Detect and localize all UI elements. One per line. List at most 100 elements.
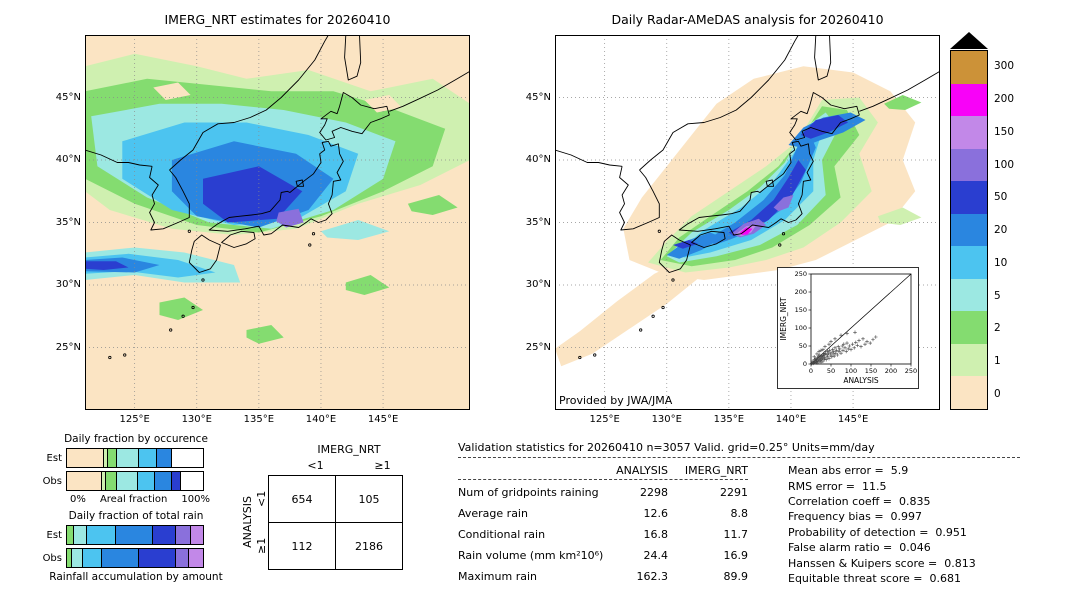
scatter-point (818, 353, 822, 357)
bar-segment (175, 549, 190, 567)
coastline (678, 140, 814, 236)
scatter-point (868, 341, 872, 345)
contingency-col-label: ≥1 (374, 459, 391, 472)
scatter-point (839, 351, 843, 355)
bar-segment (190, 526, 203, 544)
contingency-col-label: <1 (307, 459, 324, 472)
coastline (691, 230, 726, 248)
graticule-grid (85, 35, 470, 410)
score-row: Probability of detection = 0.951 (788, 525, 1020, 540)
table-row: Average rain 12.6 8.8 (458, 503, 748, 524)
island (187, 229, 191, 233)
coastline (639, 35, 799, 171)
bar-segment (73, 526, 88, 544)
lon-tick-label: 130°E (651, 414, 682, 425)
map-frame (555, 35, 940, 410)
coastlines (555, 35, 940, 360)
coastline (789, 92, 860, 141)
island (191, 305, 195, 310)
lat-tick-label: 25°N (525, 341, 551, 353)
coastline (765, 179, 775, 187)
coastline (319, 92, 390, 141)
rain-region (246, 325, 284, 344)
score-label: Frequency bias = (788, 510, 884, 524)
table-row: Num of gridpoints raining 2298 2291 (458, 482, 748, 503)
scatter-point (849, 347, 853, 352)
stacked-bar-obs (66, 471, 204, 491)
lat-tick-label: 35°N (55, 216, 81, 228)
scatter-point (822, 353, 827, 357)
bar-row: Est (40, 525, 232, 545)
stacked-bar-obs (66, 548, 204, 568)
occurrence-title: Daily fraction by occurence (64, 433, 208, 445)
coastline (149, 166, 190, 231)
validation-scatter-inset: 0 50 100 150 200 250 0 50 100 150 200 250 ANALYSIS IM… (777, 267, 919, 389)
rain-region (407, 195, 458, 215)
colorbar-tick-label: 100 (994, 158, 1015, 171)
colorbar-tick-label: 20 (994, 224, 1008, 237)
coastline (619, 166, 660, 231)
bar-segment (67, 526, 74, 544)
totalrain-title: Daily fraction of total rain (68, 510, 204, 522)
col-header-imerg: IMERG_NRT (684, 464, 748, 477)
colorbar (950, 50, 988, 410)
y-tick-label: 100 (795, 324, 807, 332)
island (593, 353, 597, 357)
colorbar-segment (951, 278, 987, 312)
analysis-value: 24.4 (643, 549, 669, 562)
scatter-point (833, 337, 837, 341)
y-tick-label: 150 (795, 306, 807, 314)
rain-region (345, 275, 390, 295)
scatter-point (818, 355, 823, 360)
imerg-precipitation-map (85, 35, 470, 410)
island (311, 232, 316, 236)
scatter-point (827, 342, 831, 346)
scatter-point (824, 357, 828, 362)
lat-tick-label: 40°N (55, 154, 81, 165)
rain-field (85, 53, 470, 344)
rain-region (85, 261, 129, 270)
score-value: 0.835 (899, 494, 931, 508)
map-frame (85, 35, 470, 410)
contingency-cell: 2186 (336, 523, 403, 570)
totalrain-footer: Rainfall accumulation by amount (49, 571, 223, 583)
coastline (188, 234, 221, 273)
scatter-point (854, 340, 858, 345)
score-label: False alarm ratio = (788, 541, 893, 555)
analysis-value: 162.3 (636, 570, 669, 583)
row-label: Rain volume (mm km²10⁶) (458, 549, 604, 562)
rain-region (773, 195, 794, 212)
imerg-value: 11.7 (723, 528, 749, 541)
bar-row: Est (40, 448, 232, 468)
bar-segment (115, 526, 153, 544)
rain-field (555, 66, 922, 367)
scatter-point (850, 342, 855, 346)
bar-segment (189, 549, 203, 567)
bar-segment (139, 549, 176, 567)
colorbar-segment (951, 311, 987, 344)
island (671, 278, 675, 282)
contingency-row-axis-label: ANALYSIS (241, 496, 254, 548)
contingency-grid: 654 105 112 2186 (268, 475, 403, 570)
island (169, 328, 173, 332)
row-label: Average rain (458, 507, 528, 520)
bar-segment (156, 449, 172, 467)
bar-segment (83, 549, 103, 567)
bar-segment (67, 472, 103, 490)
colorbar-segment (951, 116, 987, 149)
imerg-value: 16.9 (723, 549, 749, 562)
scatter-point (861, 337, 865, 341)
fraction-panels: Daily fraction by occurence Est Obs 0% Ar… (40, 433, 232, 583)
divider-dashed (458, 457, 1020, 458)
score-value: 0.681 (929, 571, 961, 585)
colorbar-segment (951, 376, 987, 410)
score-row: Equitable threat score = 0.681 (788, 571, 1020, 586)
lat-tick-label: 35°N (525, 216, 551, 228)
colorbar-tick-label: 150 (994, 125, 1015, 138)
bar-segment (107, 449, 118, 467)
rain-region (676, 125, 824, 258)
coastline (295, 179, 305, 187)
imerg-map-title: IMERG_NRT estimates for 20260410 (164, 12, 391, 27)
rain-region (276, 208, 304, 228)
rain-region (159, 297, 203, 320)
